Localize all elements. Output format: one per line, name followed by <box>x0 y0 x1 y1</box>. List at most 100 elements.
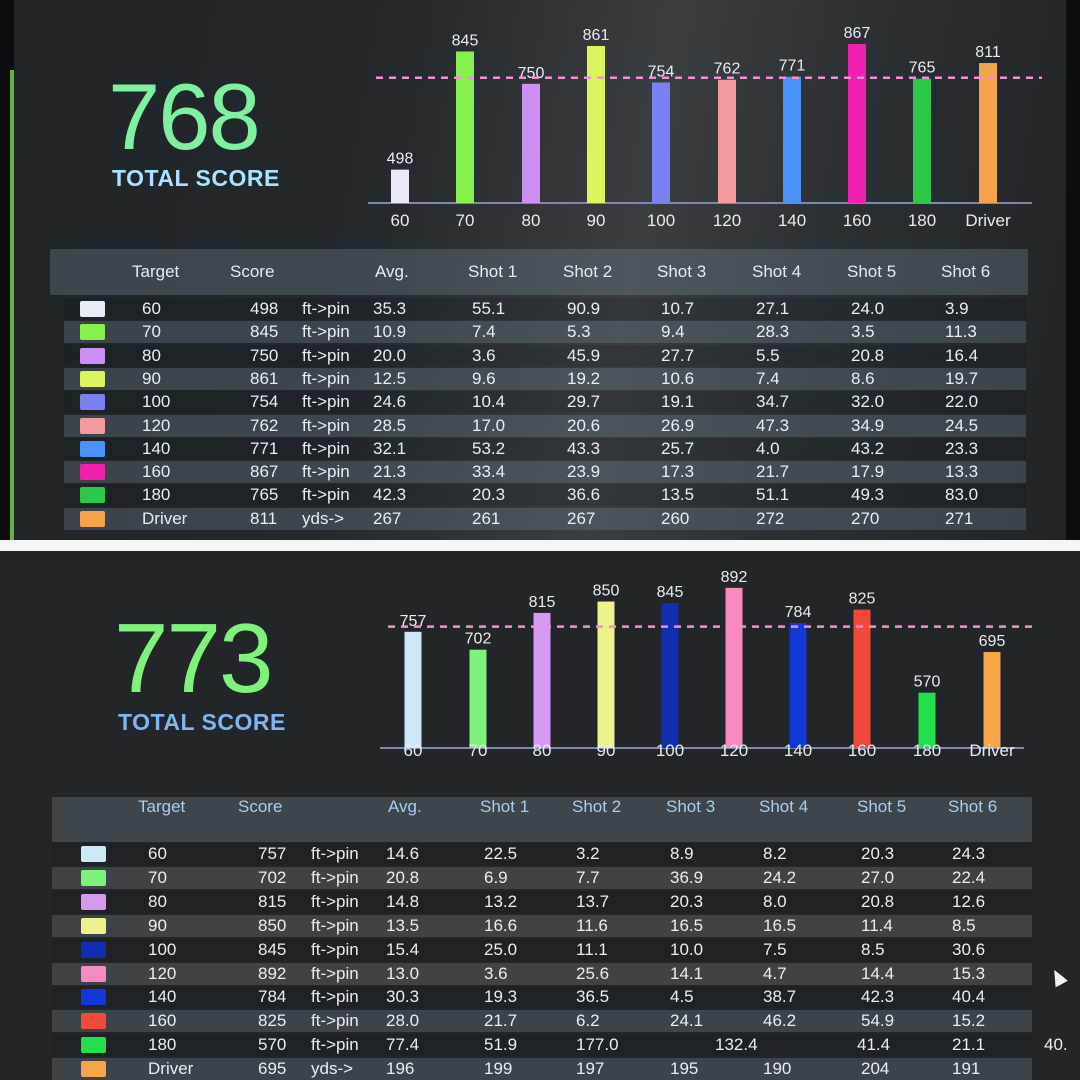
table-row <box>64 507 1026 530</box>
row-shot-1: 199 <box>484 1059 513 1079</box>
bar-70 <box>456 51 474 203</box>
row-shot-2: 197 <box>576 1059 605 1079</box>
bar-Driver <box>979 63 997 203</box>
row-unit: ft->pin <box>311 844 359 863</box>
row-shot-3: 4.5 <box>670 987 694 1007</box>
row-avg: 24.6 <box>373 392 407 412</box>
row-shot-6: 13.3 <box>945 462 979 482</box>
row-shot-2: 36.5 <box>576 987 610 1007</box>
row-shot-6: 8.5 <box>952 915 976 935</box>
header-avg: Avg. <box>388 797 422 816</box>
bar-80 <box>522 83 540 203</box>
row-target: 80 <box>142 345 161 365</box>
row-score: 784 <box>258 987 287 1007</box>
bar-140 <box>783 76 801 203</box>
bar-value-label: 498 <box>387 151 414 168</box>
row-shot-3: 8.9 <box>670 844 694 863</box>
row-shot-5: 20.8 <box>861 891 895 911</box>
bar-70 <box>469 649 487 748</box>
bar-180 <box>913 78 931 203</box>
table-row <box>52 986 1032 1009</box>
row-target: 160 <box>142 462 171 482</box>
target-color-swatch <box>80 417 105 434</box>
row-avg: 196 <box>386 1059 415 1079</box>
row-avg: 77.4 <box>386 1035 420 1055</box>
header-target: Target <box>138 797 186 816</box>
row-score: 570 <box>258 1035 287 1055</box>
row-shot-2: 3.2 <box>576 844 600 863</box>
row-shot-1: 7.4 <box>472 322 496 342</box>
table-row <box>64 391 1026 414</box>
target-color-swatch <box>80 464 105 481</box>
row-shot-1: 6.9 <box>484 867 508 887</box>
bar-60 <box>404 631 422 748</box>
row-avg: 15.4 <box>386 939 420 959</box>
row-shot-2: 45.9 <box>567 345 601 365</box>
row-shot-6: 12.6 <box>952 891 986 911</box>
x-tick-label: 60 <box>391 211 410 230</box>
bar-80 <box>533 612 551 748</box>
row-score: 762 <box>250 415 279 435</box>
row-shot-1: 25.0 <box>484 939 518 959</box>
row-target: 120 <box>148 963 177 983</box>
target-color-swatch <box>81 1037 106 1054</box>
row-score: 861 <box>250 368 279 388</box>
row-shot-5: 20.8 <box>851 345 885 365</box>
row-unit: ft->pin <box>302 438 350 458</box>
x-tick-label: 70 <box>469 741 488 760</box>
x-tick-label: 60 <box>404 741 423 760</box>
row-target: 70 <box>148 867 167 887</box>
row-shot-3: 10.7 <box>661 299 695 318</box>
row-unit: ft->pin <box>302 392 350 412</box>
row-shot-6: 15.3 <box>952 963 986 983</box>
row-shot-2: 11.6 <box>576 915 608 935</box>
row-shot-2: 5.3 <box>567 322 591 342</box>
top-score-panel: 768 TOTAL SCORE 498 60 845 70 750 80 861 90 754 100… <box>14 0 1066 540</box>
row-shot-1: 9.6 <box>472 368 496 388</box>
row-shot-5: 21.1 <box>952 1035 986 1055</box>
row-avg: 28.0 <box>386 1011 420 1031</box>
row-score: 892 <box>258 963 287 983</box>
row-shot-3: 24.1 <box>670 1011 704 1031</box>
table-row <box>52 914 1032 937</box>
bar-100 <box>661 603 679 748</box>
row-shot-5: 204 <box>861 1059 890 1079</box>
row-shot-2: 20.6 <box>567 415 601 435</box>
x-tick-label: 80 <box>522 211 541 230</box>
header-shot-6: Shot 6 <box>948 797 998 816</box>
row-shot-6: 24.5 <box>945 415 979 435</box>
target-color-swatch <box>80 370 105 387</box>
row-target: 140 <box>142 438 171 458</box>
row-shot-2: 6.2 <box>576 1011 600 1031</box>
row-target: 80 <box>148 891 167 911</box>
row-shot-4: 46.2 <box>763 1011 797 1031</box>
row-shot-2: 13.7 <box>576 891 610 911</box>
table-row <box>64 414 1026 437</box>
x-tick-label: 120 <box>713 211 741 230</box>
row-unit: ft->pin <box>302 299 350 318</box>
row-score: 811 <box>250 508 278 528</box>
row-score: 845 <box>250 322 279 342</box>
row-shot-2: 25.6 <box>576 963 610 983</box>
left-bezel <box>0 0 14 540</box>
row-target: 140 <box>148 987 177 1007</box>
row-score: 702 <box>258 867 287 887</box>
row-target: 160 <box>148 1011 177 1031</box>
x-tick-label: 140 <box>778 211 806 230</box>
row-shot-1: 55.1 <box>472 299 506 318</box>
bar-value-label: 754 <box>648 63 675 80</box>
row-shot-3: 9.4 <box>661 322 685 342</box>
row-shot-6: 3.9 <box>945 299 969 318</box>
x-tick-label: 90 <box>587 211 606 230</box>
row-shot-3: 14.1 <box>670 963 704 983</box>
bar-value-label: 771 <box>779 58 806 75</box>
row-shot-1: 3.6 <box>472 345 496 365</box>
row-avg: 10.9 <box>373 322 407 342</box>
row-target: 100 <box>148 939 177 959</box>
row-unit: ft->pin <box>311 987 359 1007</box>
row-shot-1: 53.2 <box>472 438 506 458</box>
row-shot-6: 83.0 <box>945 485 979 505</box>
row-shot-1: 33.4 <box>472 462 506 482</box>
row-shot-2: 7.7 <box>576 867 600 887</box>
bar-value-label: 815 <box>529 594 556 611</box>
